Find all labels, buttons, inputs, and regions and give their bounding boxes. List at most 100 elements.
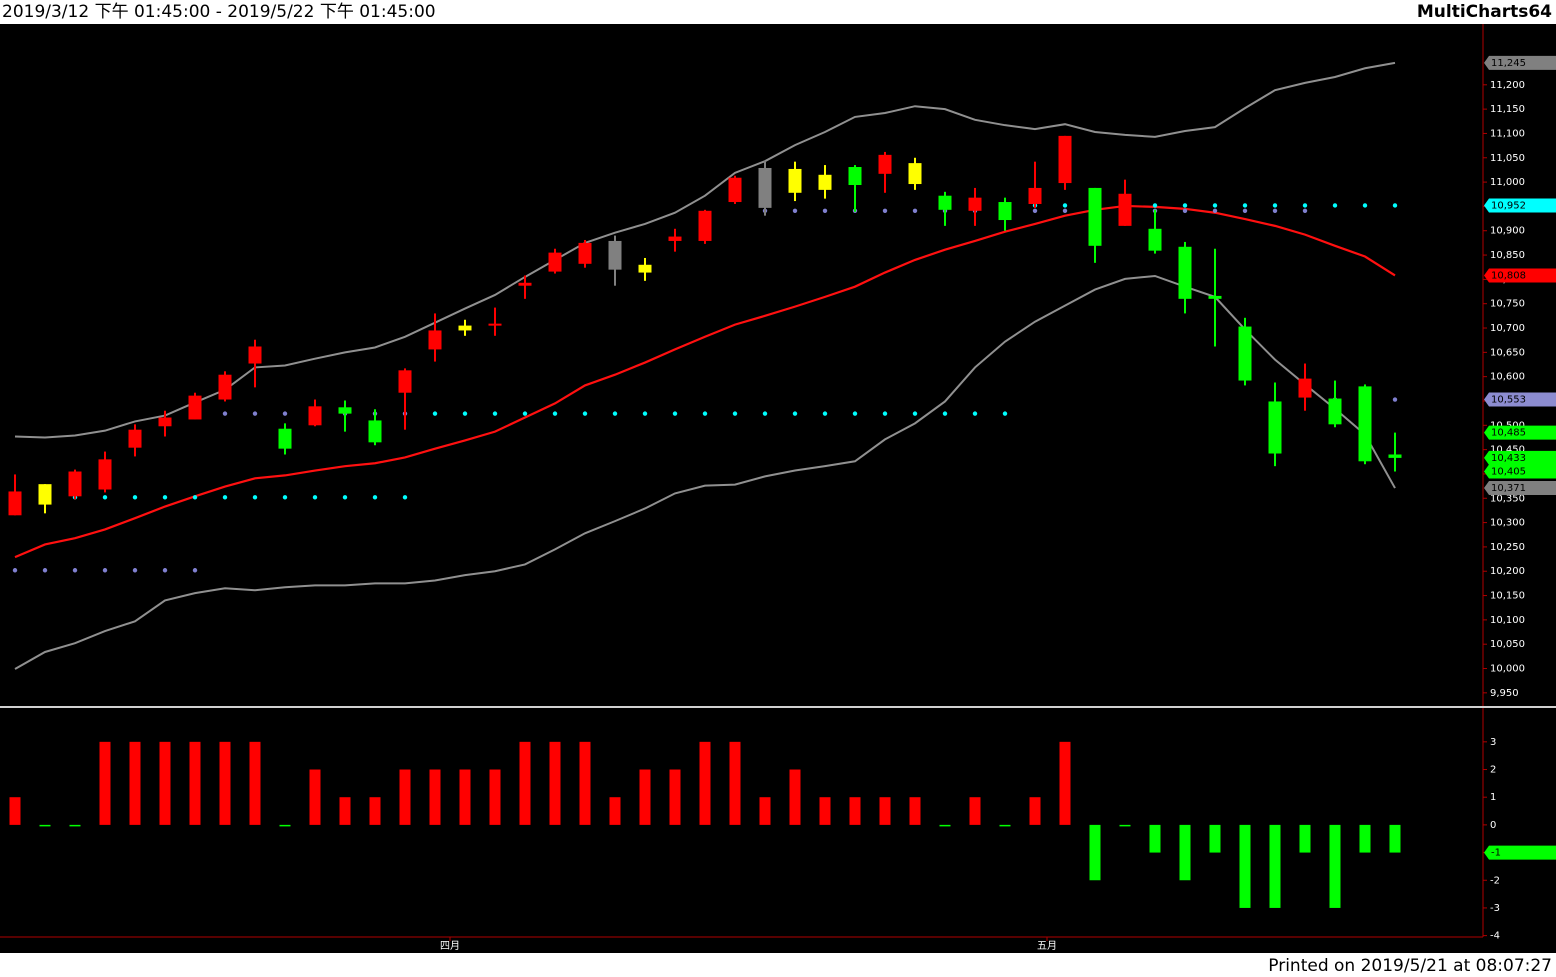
candle-body	[968, 197, 982, 211]
histogram-bar	[249, 741, 261, 825]
histogram-bar	[609, 797, 621, 825]
price-tag-label: 10,553	[1491, 395, 1526, 406]
stop-dot	[252, 411, 258, 416]
candle-body	[368, 420, 382, 443]
y-tick-label: 10,150	[1490, 591, 1525, 602]
stop-dot	[552, 411, 558, 416]
stop-dot	[252, 495, 258, 500]
candle-body	[1268, 401, 1282, 454]
histogram-bar	[39, 824, 51, 827]
candle-body	[908, 163, 922, 185]
candle-body	[128, 429, 142, 448]
candle-body	[1118, 193, 1132, 226]
candle-body	[458, 325, 472, 331]
candle-body	[728, 177, 742, 203]
y-tick-label: 10,100	[1490, 615, 1525, 626]
stop-dot	[1392, 203, 1398, 208]
candle-body	[1148, 228, 1162, 251]
stop-dot	[402, 495, 408, 500]
stop-dot	[12, 568, 18, 573]
stop-dot	[42, 568, 48, 573]
stop-dot	[1332, 203, 1338, 208]
band-line	[14, 274, 1396, 670]
stop-dot	[882, 411, 888, 416]
stop-dot	[132, 568, 138, 573]
candle-body	[1028, 187, 1042, 204]
y-tick-label: 10,450	[1490, 445, 1525, 456]
price-tag	[1484, 55, 1556, 70]
candle-body	[278, 428, 292, 449]
y-tick-label: 11,200	[1490, 80, 1525, 91]
stop-dot	[462, 411, 468, 416]
candle-body	[698, 210, 712, 241]
stop-dot	[852, 411, 858, 416]
stop-dot	[1242, 203, 1248, 208]
histogram-bar	[459, 769, 471, 825]
stop-dot	[582, 411, 588, 416]
y-tick-label: 10,250	[1490, 542, 1525, 553]
price-tag	[1484, 425, 1556, 440]
histogram-bar	[369, 797, 381, 825]
stop-dot	[702, 411, 708, 416]
band-line	[14, 204, 1396, 559]
histogram-bar	[1149, 824, 1161, 853]
histogram-bar	[789, 769, 801, 825]
stop-dot	[522, 411, 528, 416]
candle-body	[308, 406, 322, 426]
histogram-bar	[1299, 824, 1311, 853]
stop-dot	[282, 495, 288, 500]
stop-dot	[312, 495, 318, 500]
y-tick-label: 10,050	[1490, 639, 1525, 650]
stop-dot	[102, 495, 108, 500]
candle-body	[98, 459, 112, 490]
candle-body	[1238, 326, 1252, 381]
candle-body	[848, 167, 862, 186]
y-tick-label: 0	[1490, 820, 1496, 831]
stop-dot	[822, 411, 828, 416]
footer-bar	[0, 953, 1556, 977]
stop-dot	[1182, 203, 1188, 208]
histogram-bar	[1209, 824, 1221, 853]
candle-body	[188, 395, 202, 420]
histogram-bar	[1269, 824, 1281, 908]
candle-body	[818, 174, 832, 190]
stop-dot	[1062, 208, 1068, 213]
histogram-bar	[759, 797, 771, 825]
price-tag-label: 10,371	[1491, 483, 1526, 494]
stop-dot	[162, 568, 168, 573]
histogram-bar	[99, 741, 111, 825]
price-tag-label: 10,952	[1491, 200, 1526, 211]
price-tag	[1484, 450, 1556, 465]
price-tag-label: 11,245	[1491, 58, 1526, 69]
histogram-bar	[309, 769, 321, 825]
stop-dot	[672, 411, 678, 416]
candle-body	[668, 236, 682, 241]
histogram-bar	[909, 797, 921, 825]
price-tag	[1484, 481, 1556, 496]
candle-body	[8, 491, 22, 516]
candle-body	[218, 374, 232, 400]
histogram-bar	[489, 769, 501, 825]
stop-dot	[492, 411, 498, 416]
histogram-bar	[519, 741, 531, 825]
candle-body	[488, 323, 502, 326]
histogram-bar	[1359, 824, 1371, 853]
y-tick-label: 11,150	[1490, 104, 1525, 115]
price-tag	[1484, 392, 1556, 407]
stop-dot	[282, 411, 288, 416]
y-tick-label: -4	[1490, 931, 1500, 942]
app-name: MultiCharts64	[1417, 2, 1552, 22]
stop-dot	[942, 411, 948, 416]
price-tag-label: 10,433	[1491, 453, 1526, 464]
histogram-bar	[579, 741, 591, 825]
y-tick-label: 10,600	[1490, 372, 1525, 383]
y-tick-label: 10,650	[1490, 347, 1525, 358]
y-tick-label: 11,100	[1490, 128, 1525, 139]
candle-body	[428, 330, 442, 350]
histogram-bar	[399, 769, 411, 825]
header-bar	[0, 0, 1556, 24]
histogram-bar	[1119, 824, 1131, 827]
y-tick-label: 9,950	[1490, 688, 1519, 699]
